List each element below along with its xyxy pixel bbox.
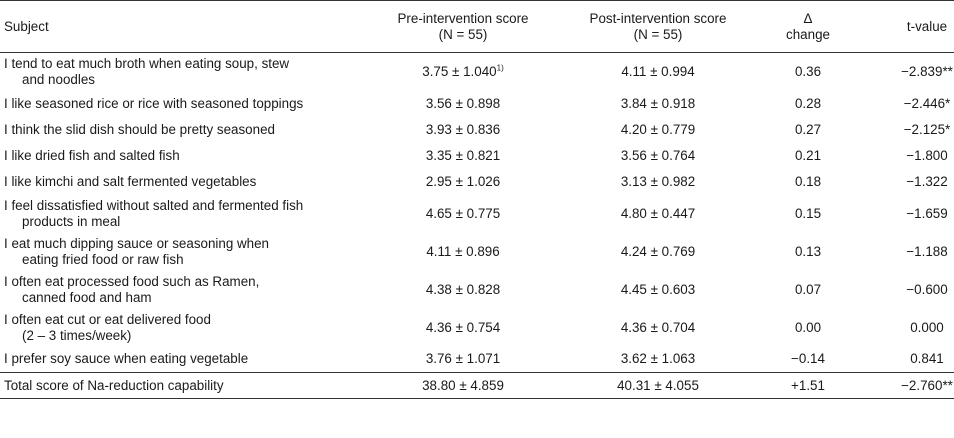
table-header: Subject Pre-intervention score (N = 55) … [0, 0, 954, 53]
total-subject: Total score of Na-reduction capability [0, 372, 366, 399]
row-pre-score: 4.36 ± 0.754 [425, 319, 501, 335]
row-pre-score: 4.11 ± 0.896 [426, 243, 500, 259]
row-post-score: 4.24 ± 0.769 [620, 243, 696, 259]
header-delta-label: change [786, 26, 830, 42]
row-subject: I like dried fish and salted fish [4, 147, 180, 163]
row-delta-change: 0.00 [794, 319, 822, 335]
row-post-score: 4.45 ± 0.603 [620, 281, 696, 297]
header-post-n: (N = 55) [633, 26, 683, 42]
row-t-value: −2.446* [903, 95, 951, 111]
row-subject: I often eat cut or eat delivered food (2… [0, 309, 366, 347]
row-post-score: 3.62 ± 1.063 [620, 351, 696, 367]
row-subject: I like seasoned rice or rice with season… [4, 95, 304, 111]
row-delta-change: 0.27 [794, 121, 822, 137]
total-pre-score: 38.80 ± 4.859 [366, 372, 560, 399]
row-t-value: −1.800 [906, 147, 948, 163]
row-delta-change: 0.21 [794, 147, 822, 163]
table-body: I tend to eat much broth when eating sou… [0, 53, 954, 399]
row-subject-line2: (2 – 3 times/week) [22, 327, 132, 343]
table-row: I often eat processed food such as Ramen… [0, 271, 954, 309]
row-subject: I often eat processed food such as Ramen… [0, 271, 366, 309]
row-pre-value: 3.75 ± 1.040 [422, 63, 497, 79]
row-delta-change: 0.36 [794, 63, 822, 79]
table-row: I often eat cut or eat delivered food (2… [0, 309, 954, 347]
row-t-value: 0.000 [910, 319, 944, 335]
row-t-value: −2.839** [901, 63, 953, 79]
row-post-score: 4.80 ± 0.447 [620, 205, 696, 221]
row-pre-score: 4.38 ± 0.828 [425, 281, 501, 297]
total-delta-change: +1.51 [756, 372, 860, 399]
header-t-value: t-value [860, 0, 954, 53]
row-subject-line1: I eat much dipping sauce or seasoning wh… [4, 235, 270, 251]
row-subject: I tend to eat much broth when eating sou… [0, 53, 366, 91]
row-post-score: 3.56 ± 0.764 [620, 147, 696, 163]
row-t-value: 0.841 [910, 351, 944, 367]
row-t-value: −1.659 [906, 205, 948, 221]
header-row: Subject Pre-intervention score (N = 55) … [0, 0, 954, 53]
row-subject-line1: I often eat processed food such as Ramen… [4, 273, 260, 289]
row-pre-score: 3.35 ± 0.821 [425, 147, 501, 163]
row-pre-score: 3.93 ± 0.836 [425, 121, 501, 137]
row-post-score: 3.84 ± 0.918 [620, 95, 696, 111]
row-subject: I think the slid dish should be pretty s… [4, 121, 275, 137]
header-subject: Subject [0, 0, 366, 53]
header-pre-title: Pre-intervention score [397, 10, 529, 26]
row-subject-line2: canned food and ham [22, 289, 152, 305]
row-t-value: −2.125* [903, 121, 951, 137]
total-row: Total score of Na-reduction capability 3… [0, 372, 954, 399]
row-delta-change: 0.15 [794, 205, 822, 221]
header-delta-change: Δ change [756, 0, 860, 53]
row-delta-change: 0.28 [794, 95, 822, 111]
row-subject-line1: I tend to eat much broth when eating sou… [4, 55, 290, 71]
table-row: I feel dissatisfied without salted and f… [0, 195, 954, 233]
total-post-score: 40.31 ± 4.055 [560, 372, 756, 399]
row-delta-change: 0.13 [794, 243, 822, 259]
header-delta-symbol: Δ [803, 10, 813, 26]
row-pre-score: 4.65 ± 0.775 [425, 205, 501, 221]
row-delta-change: 0.07 [794, 281, 822, 297]
row-subject-line2: and noodles [22, 71, 95, 87]
row-subject-line2: products in meal [22, 213, 121, 229]
header-post-title: Post-intervention score [589, 10, 727, 26]
row-t-value: −1.188 [906, 243, 948, 259]
row-post-score: 4.36 ± 0.704 [620, 319, 696, 335]
row-subject-line1: I feel dissatisfied without salted and f… [4, 197, 304, 213]
table-row: I prefer soy sauce when eating vegetable… [0, 347, 954, 373]
row-subject: I like kimchi and salt fermented vegetab… [4, 173, 257, 189]
table-row: I think the slid dish should be pretty s… [0, 117, 954, 143]
table-row: I like kimchi and salt fermented vegetab… [0, 169, 954, 195]
table-row: I tend to eat much broth when eating sou… [0, 53, 954, 91]
row-subject: I feel dissatisfied without salted and f… [0, 195, 366, 233]
row-pre-score: 3.76 ± 1.071 [425, 351, 501, 367]
row-delta-change: 0.18 [794, 173, 822, 189]
table-row: I like dried fish and salted fish 3.35 ±… [0, 143, 954, 169]
row-subject: I prefer soy sauce when eating vegetable [4, 351, 249, 367]
row-subject-line2: eating fried food or raw fish [22, 251, 184, 267]
results-table: Subject Pre-intervention score (N = 55) … [0, 0, 954, 399]
header-post-score: Post-intervention score (N = 55) [560, 0, 756, 53]
row-post-score: 4.20 ± 0.779 [620, 121, 696, 137]
row-t-value: −0.600 [906, 281, 948, 297]
header-pre-score: Pre-intervention score (N = 55) [366, 0, 560, 53]
row-subject: I eat much dipping sauce or seasoning wh… [0, 233, 366, 271]
table-row: I eat much dipping sauce or seasoning wh… [0, 233, 954, 271]
row-post-score: 4.11 ± 0.994 [621, 63, 695, 79]
header-pre-n: (N = 55) [438, 26, 488, 42]
table-row: I like seasoned rice or rice with season… [0, 91, 954, 117]
total-t-value: −2.760** [860, 372, 954, 399]
row-pre-score: 3.75 ± 1.0401) [366, 53, 560, 91]
footnote-marker: 1) [496, 63, 504, 73]
row-delta-change: −0.14 [791, 351, 825, 367]
row-post-score: 3.13 ± 0.982 [620, 173, 696, 189]
row-subject-line1: I often eat cut or eat delivered food [4, 311, 211, 327]
row-pre-score: 2.95 ± 1.026 [425, 173, 501, 189]
row-t-value: −1.322 [906, 173, 948, 189]
row-pre-score: 3.56 ± 0.898 [425, 95, 501, 111]
